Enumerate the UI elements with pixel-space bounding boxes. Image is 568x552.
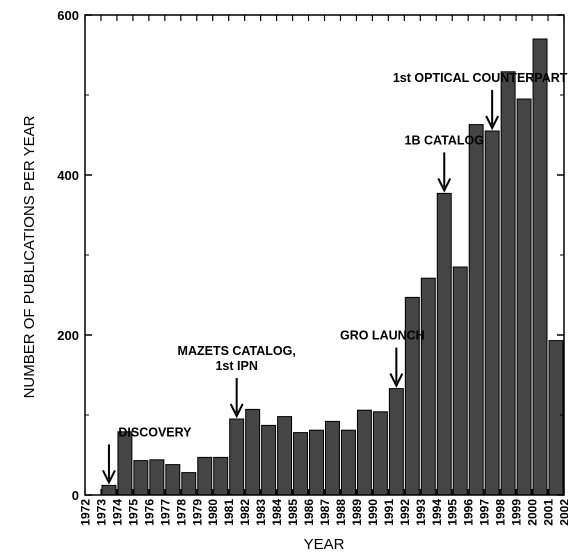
x-tick-label-1980: 1980	[206, 499, 220, 526]
x-tick-label-1986: 1986	[302, 499, 316, 526]
bars-layer	[101, 38, 564, 496]
x-tick-label-1994: 1994	[430, 499, 444, 526]
bar-1978	[181, 472, 197, 496]
bar-1984	[277, 416, 293, 496]
y-tick-label-400: 400	[57, 168, 79, 183]
x-tick-label-1979: 1979	[190, 499, 204, 526]
x-axis-title: YEAR	[304, 536, 345, 552]
bar-1979	[197, 456, 213, 496]
bar-1973	[101, 484, 117, 496]
x-tick-label-1987: 1987	[318, 499, 332, 526]
bar-1991	[388, 388, 404, 496]
x-tick-label-1972: 1972	[79, 499, 93, 526]
annotation-arrow-head	[102, 469, 116, 485]
bar-1992	[404, 296, 420, 496]
x-tick-label-1984: 1984	[270, 499, 284, 526]
bar-1987	[325, 420, 340, 496]
bar-1994	[436, 192, 452, 496]
annotation-arrow-head	[389, 373, 404, 388]
bar-1999	[516, 98, 532, 496]
bar-1983	[261, 424, 277, 496]
x-tick-label-1999: 1999	[510, 499, 524, 526]
annotation-label: 1B CATALOG	[405, 133, 484, 147]
x-tick-label-2002: 2002	[558, 499, 568, 526]
annotation-1981: MAZETS CATALOG,1st IPN	[178, 344, 296, 419]
bar-1975	[133, 460, 149, 496]
x-tick-label-1992: 1992	[398, 499, 412, 526]
x-tick-label-1978: 1978	[174, 499, 188, 526]
x-tick-label-1993: 1993	[414, 499, 428, 526]
x-tick-label-1991: 1991	[382, 499, 396, 526]
y-tick-label-0: 0	[72, 488, 79, 503]
bar-2001	[548, 340, 564, 496]
bar-1989	[356, 409, 372, 496]
annotation-1991: GRO LAUNCH	[340, 329, 425, 388]
bar-1996	[468, 124, 484, 496]
bar-1976	[149, 459, 165, 496]
annotation-arrow-head	[437, 177, 452, 193]
bar-1995	[452, 266, 468, 496]
annotations-layer: DISCOVERY MAZETS CATALOG,1st IPN GRO LAUNC…	[102, 71, 568, 485]
x-tick-label-1989: 1989	[350, 499, 364, 526]
x-tick-label-1988: 1988	[334, 499, 348, 526]
annotation-arrow-head	[229, 403, 244, 419]
bar-1990	[372, 411, 388, 496]
x-tick-label-1982: 1982	[238, 499, 252, 526]
bar-1986	[309, 429, 324, 496]
bar-1998	[500, 71, 516, 496]
bar-1977	[165, 464, 181, 496]
bar-1985	[293, 432, 309, 496]
x-tick-label-1997: 1997	[478, 499, 492, 526]
annotation-1997: 1st OPTICAL COUNTERPART	[393, 71, 568, 131]
annotation-label: DISCOVERY	[118, 425, 192, 439]
x-tick-label-2001: 2001	[542, 499, 556, 526]
annotation-1994: 1B CATALOG	[405, 133, 484, 193]
x-tick-label-1973: 1973	[94, 499, 108, 526]
x-tick-label-2000: 2000	[526, 499, 540, 526]
bar-1980	[213, 456, 229, 496]
annotation-label: 1st OPTICAL COUNTERPART	[393, 71, 568, 85]
bar-1974	[117, 431, 133, 496]
annotation-label: GRO LAUNCH	[340, 329, 425, 343]
y-tick-label-200: 200	[57, 328, 79, 343]
annotation-1973: DISCOVERY	[102, 425, 192, 485]
bar-1982	[245, 408, 261, 496]
x-tick-label-1995: 1995	[446, 499, 460, 526]
x-tick-label-1998: 1998	[494, 499, 508, 526]
x-tick-label-1996: 1996	[462, 499, 476, 526]
bar-2000	[532, 38, 548, 496]
x-tick-label-1983: 1983	[254, 499, 268, 526]
x-tick-label-1976: 1976	[142, 499, 156, 526]
annotation-arrow-head	[485, 115, 500, 131]
x-tick-label-1981: 1981	[222, 499, 236, 526]
y-tick-label-600: 600	[57, 8, 79, 23]
bar-1988	[340, 429, 356, 496]
y-axis-title: NUMBER OF PUBLICATIONS PER YEAR	[21, 115, 38, 398]
x-tick-label-1985: 1985	[286, 499, 300, 526]
bar-1997	[484, 130, 500, 496]
x-tick-label-1975: 1975	[126, 499, 140, 526]
bar-1993	[420, 277, 436, 496]
annotation-label: 1st IPN	[215, 359, 257, 373]
annotation-label: MAZETS CATALOG,	[178, 344, 296, 358]
x-tick-label-1974: 1974	[110, 499, 124, 526]
x-tick-label-1977: 1977	[158, 499, 172, 526]
x-tick-label-1990: 1990	[366, 499, 380, 526]
bar-1981	[229, 418, 245, 496]
